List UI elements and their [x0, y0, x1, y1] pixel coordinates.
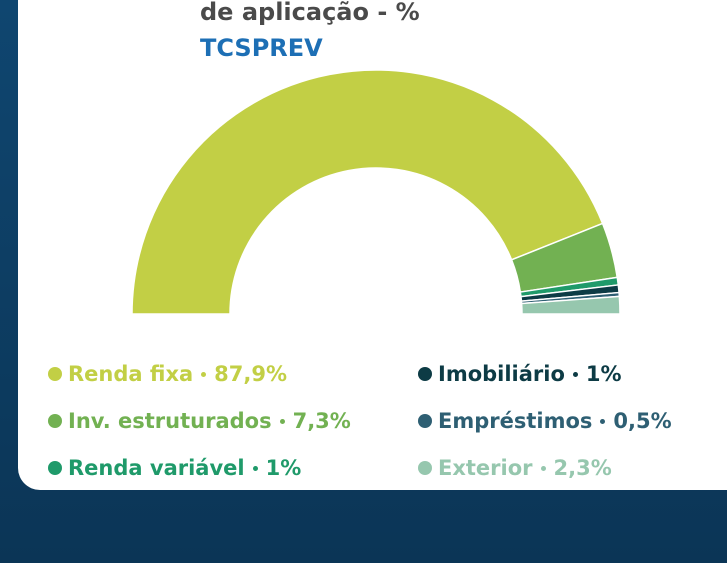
legend-label: Imobiliário	[438, 362, 565, 386]
separator	[279, 418, 285, 424]
separator	[600, 418, 606, 424]
legend-value: 0,5%	[613, 409, 672, 433]
legend-label: Exterior	[438, 456, 533, 480]
legend-value: 1%	[265, 456, 302, 480]
legend-item: Inv. estruturados 7,3%	[48, 409, 351, 433]
separator	[252, 465, 258, 471]
legend-swatch	[418, 461, 432, 475]
legend-swatch	[418, 414, 432, 428]
legend-label: Renda fixa	[68, 362, 194, 386]
legend-swatch	[48, 461, 62, 475]
legend-swatch	[418, 367, 432, 381]
legend-label: Renda variável	[68, 456, 245, 480]
pie-segment	[131, 69, 604, 315]
legend-value: 7,3%	[292, 409, 351, 433]
legend-item: Imobiliário 1%	[418, 362, 622, 386]
legend-item: Renda variável 1%	[48, 456, 301, 480]
legend-item: Exterior 2,3%	[418, 456, 612, 480]
chart-subtitle: TCSPREV	[200, 34, 323, 62]
legend-value: 1%	[585, 362, 622, 386]
separator	[540, 465, 546, 471]
chart-title: de aplicação - %	[200, 0, 420, 26]
separator	[201, 371, 207, 377]
legend-item: Renda fixa 87,9%	[48, 362, 287, 386]
legend-label: Inv. estruturados	[68, 409, 272, 433]
legend-value: 87,9%	[214, 362, 288, 386]
pie-segment	[520, 295, 621, 315]
legend-value: 2,3%	[553, 456, 612, 480]
legend-item: Empréstimos 0,5%	[418, 409, 672, 433]
separator	[572, 371, 578, 377]
legend-swatch	[48, 414, 62, 428]
legend-label: Empréstimos	[438, 409, 593, 433]
legend-swatch	[48, 367, 62, 381]
